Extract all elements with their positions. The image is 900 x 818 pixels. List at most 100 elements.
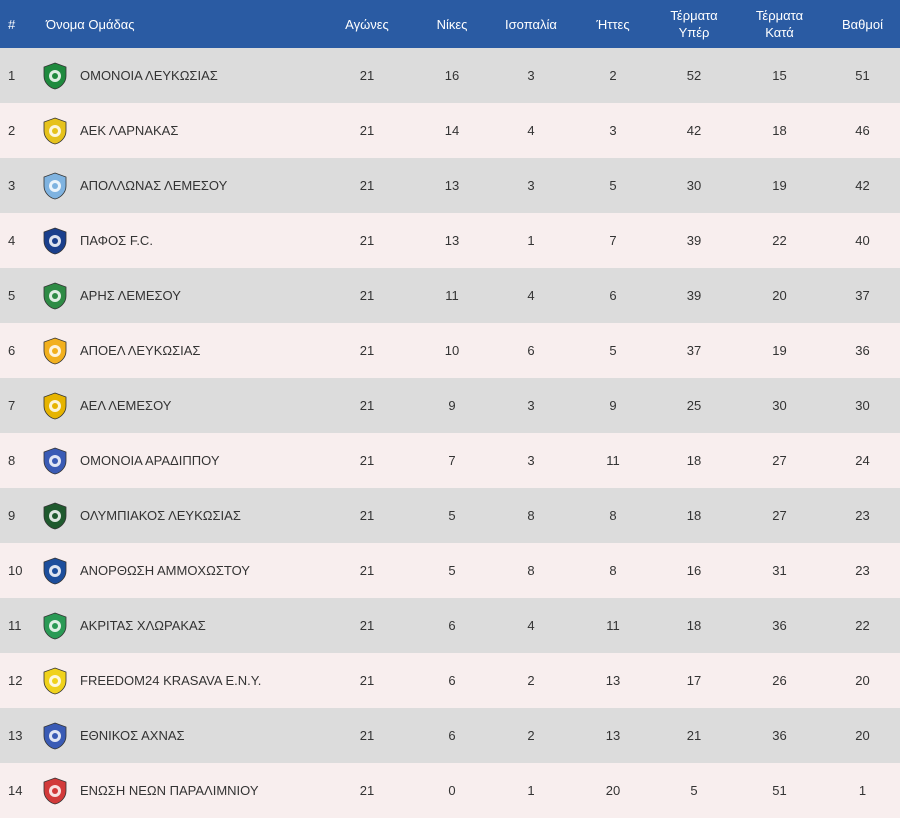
table-row[interactable]: 12 FREEDOM24 KRASAVA E.N.Y. 21 6 2 13 17 26 20	[0, 653, 900, 708]
table-row[interactable]: 1 ΟΜΟΝΟΙΑ ΛΕΥΚΩΣΙΑΣ 21 16 3 2 52 15 51	[0, 48, 900, 103]
apollon-crest-icon	[38, 169, 72, 203]
team-name[interactable]: ΕΝΩΣΗ ΝΕΩΝ ΠΑΡΑΛΙΜΝΙΟΥ	[80, 783, 259, 798]
team-cell[interactable]: ΑΡΗΣ ΛΕΜΕΣΟΥ	[38, 268, 320, 323]
wins-cell: 16	[444, 68, 460, 83]
team-link[interactable]: ΟΜΟΝΟΙΑ ΑΡΑΔΙΠΠΟΥ	[38, 444, 320, 478]
team-name[interactable]: ΑΝΟΡΘΩΣΗ ΑΜΜΟΧΩΣΤΟΥ	[80, 563, 250, 578]
draws-cell: 3	[527, 453, 535, 468]
team-name[interactable]: ΕΘΝΙΚΟΣ ΑΧΝΑΣ	[80, 728, 185, 743]
losses-cell: 3	[609, 123, 617, 138]
aek-crest-icon	[38, 114, 72, 148]
goals-for-cell: 21	[686, 728, 702, 743]
team-cell[interactable]: ΠΑΦΟΣ F.C.	[38, 213, 320, 268]
team-cell[interactable]: ΑΕΛ ΛΕΜΕΣΟΥ	[38, 378, 320, 433]
team-link[interactable]: ΑΠΟΛΛΩΝΑΣ ΛΕΜΕΣΟΥ	[38, 169, 320, 203]
team-link[interactable]: ΑΕΚ ΛΑΡΝΑΚΑΣ	[38, 114, 320, 148]
points-cell: 46	[855, 123, 870, 138]
goals-for-cell: 52	[686, 68, 702, 83]
omonoia-aradippou-crest-icon	[38, 444, 72, 478]
header-rank[interactable]: #	[8, 16, 16, 32]
header-wins[interactable]: Νίκες	[436, 16, 468, 32]
team-link[interactable]: ΑΕΛ ΛΕΜΕΣΟΥ	[38, 389, 320, 423]
team-name[interactable]: ΑΠΟΛΛΩΝΑΣ ΛΕΜΕΣΟΥ	[80, 178, 228, 193]
header-goals-for[interactable]: Τέρματα Υπέρ	[654, 0, 734, 48]
ethnikos-crest-icon	[38, 719, 72, 753]
header-team[interactable]: Όνομα Ομάδας	[46, 16, 135, 32]
team-link[interactable]: ΕΘΝΙΚΟΣ ΑΧΝΑΣ	[38, 719, 320, 753]
akritas-crest-icon	[38, 609, 72, 643]
table-row[interactable]: 7 ΑΕΛ ΛΕΜΕΣΟΥ 21 9 3 9 25 30 30	[0, 378, 900, 433]
team-name[interactable]: ΟΜΟΝΟΙΑ ΑΡΑΔΙΠΠΟΥ	[80, 453, 220, 468]
goals-for-cell: 18	[686, 508, 702, 523]
points-cell: 36	[855, 343, 870, 358]
team-name[interactable]: ΑΠΟΕΛ ΛΕΥΚΩΣΙΑΣ	[80, 343, 201, 358]
table-row[interactable]: 4 ΠΑΦΟΣ F.C. 21 13 1 7 39 22 40	[0, 213, 900, 268]
rank-cell: 4	[8, 233, 16, 248]
goals-against-cell: 19	[772, 343, 787, 358]
team-name[interactable]: ΑΕΛ ΛΕΜΕΣΟΥ	[80, 398, 172, 413]
team-link[interactable]: ΑΚΡΙΤΑΣ ΧΛΩΡΑΚΑΣ	[38, 609, 320, 643]
team-cell[interactable]: ΕΘΝΙΚΟΣ ΑΧΝΑΣ	[38, 708, 320, 763]
goals-against-cell: 22	[772, 233, 787, 248]
team-link[interactable]: ΟΜΟΝΟΙΑ ΛΕΥΚΩΣΙΑΣ	[38, 59, 320, 93]
table-row[interactable]: 14 ΕΝΩΣΗ ΝΕΩΝ ΠΑΡΑΛΙΜΝΙΟΥ 21 0 1 20 5 51 1	[0, 763, 900, 818]
team-cell[interactable]: ΑΚΡΙΤΑΣ ΧΛΩΡΑΚΑΣ	[38, 598, 320, 653]
apoel-crest-icon	[38, 334, 72, 368]
points-cell: 37	[855, 288, 870, 303]
team-cell[interactable]: ΕΝΩΣΗ ΝΕΩΝ ΠΑΡΑΛΙΜΝΙΟΥ	[38, 763, 320, 818]
team-name[interactable]: ΠΑΦΟΣ F.C.	[80, 233, 153, 248]
table-row[interactable]: 5 ΑΡΗΣ ΛΕΜΕΣΟΥ 21 11 4 6 39 20 37	[0, 268, 900, 323]
team-link[interactable]: ΕΝΩΣΗ ΝΕΩΝ ΠΑΡΑΛΙΜΝΙΟΥ	[38, 774, 320, 808]
table-row[interactable]: 11 ΑΚΡΙΤΑΣ ΧΛΩΡΑΚΑΣ 21 6 4 11 18 36 22	[0, 598, 900, 653]
wins-cell: 13	[444, 233, 460, 248]
team-link[interactable]: ΟΛΥΜΠΙΑΚΟΣ ΛΕΥΚΩΣΙΑΣ	[38, 499, 320, 533]
team-cell[interactable]: ΑΠΟΛΛΩΝΑΣ ΛΕΜΕΣΟΥ	[38, 158, 320, 213]
goals-against-cell: 26	[772, 673, 787, 688]
header-played[interactable]: Αγώνες	[345, 16, 389, 32]
team-cell[interactable]: ΟΛΥΜΠΙΑΚΟΣ ΛΕΥΚΩΣΙΑΣ	[38, 488, 320, 543]
team-cell[interactable]: FREEDOM24 KRASAVA E.N.Y.	[38, 653, 320, 708]
team-link[interactable]: ΠΑΦΟΣ F.C.	[38, 224, 320, 258]
team-link[interactable]: ΑΡΗΣ ΛΕΜΕΣΟΥ	[38, 279, 320, 313]
goals-against-cell: 19	[772, 178, 787, 193]
losses-cell: 20	[605, 783, 621, 798]
team-cell[interactable]: ΟΜΟΝΟΙΑ ΛΕΥΚΩΣΙΑΣ	[38, 48, 320, 103]
team-cell[interactable]: ΑΕΚ ΛΑΡΝΑΚΑΣ	[38, 103, 320, 158]
pafos-crest-icon	[38, 224, 72, 258]
points-cell: 23	[855, 563, 870, 578]
header-points[interactable]: Βαθμοί	[841, 16, 884, 32]
table-row[interactable]: 10 ΑΝΟΡΘΩΣΗ ΑΜΜΟΧΩΣΤΟΥ 21 5 8 8 16 31 23	[0, 543, 900, 598]
draws-cell: 2	[527, 673, 535, 688]
table-row[interactable]: 3 ΑΠΟΛΛΩΝΑΣ ΛΕΜΕΣΟΥ 21 13 3 5 30 19 42	[0, 158, 900, 213]
points-cell: 1	[858, 783, 867, 798]
wins-cell: 13	[444, 178, 460, 193]
team-link[interactable]: ΑΠΟΕΛ ΛΕΥΚΩΣΙΑΣ	[38, 334, 320, 368]
team-name[interactable]: ΑΕΚ ΛΑΡΝΑΚΑΣ	[80, 123, 179, 138]
team-name[interactable]: FREEDOM24 KRASAVA E.N.Y.	[80, 673, 262, 688]
team-cell[interactable]: ΑΝΟΡΘΩΣΗ ΑΜΜΟΧΩΣΤΟΥ	[38, 543, 320, 598]
aris-crest-icon	[38, 279, 72, 313]
losses-cell: 2	[609, 68, 617, 83]
goals-for-cell: 5	[690, 783, 698, 798]
header-goals-against[interactable]: Τέρματα Κατά	[734, 0, 825, 48]
team-cell[interactable]: ΟΜΟΝΟΙΑ ΑΡΑΔΙΠΠΟΥ	[38, 433, 320, 488]
played-cell: 21	[359, 343, 375, 358]
header-draws[interactable]: Ισοπαλία	[505, 16, 557, 32]
played-cell: 21	[359, 783, 375, 798]
table-row[interactable]: 6 ΑΠΟΕΛ ΛΕΥΚΩΣΙΑΣ 21 10 6 5 37 19 36	[0, 323, 900, 378]
team-link[interactable]: ΑΝΟΡΘΩΣΗ ΑΜΜΟΧΩΣΤΟΥ	[38, 554, 320, 588]
goals-for-cell: 25	[686, 398, 702, 413]
team-link[interactable]: FREEDOM24 KRASAVA E.N.Y.	[38, 664, 320, 698]
table-row[interactable]: 2 ΑΕΚ ΛΑΡΝΑΚΑΣ 21 14 4 3 42 18 46	[0, 103, 900, 158]
team-name[interactable]: ΟΜΟΝΟΙΑ ΛΕΥΚΩΣΙΑΣ	[80, 68, 218, 83]
rank-cell: 7	[8, 398, 16, 413]
team-name[interactable]: ΟΛΥΜΠΙΑΚΟΣ ΛΕΥΚΩΣΙΑΣ	[80, 508, 241, 523]
played-cell: 21	[359, 618, 375, 633]
team-cell[interactable]: ΑΠΟΕΛ ΛΕΥΚΩΣΙΑΣ	[38, 323, 320, 378]
team-name[interactable]: ΑΡΗΣ ΛΕΜΕΣΟΥ	[80, 288, 181, 303]
table-row[interactable]: 13 ΕΘΝΙΚΟΣ ΑΧΝΑΣ 21 6 2 13 21 36 20	[0, 708, 900, 763]
table-row[interactable]: 8 ΟΜΟΝΟΙΑ ΑΡΑΔΙΠΠΟΥ 21 7 3 11 18 27 24	[0, 433, 900, 488]
table-row[interactable]: 9 ΟΛΥΜΠΙΑΚΟΣ ΛΕΥΚΩΣΙΑΣ 21 5 8 8 18 27 23	[0, 488, 900, 543]
header-losses[interactable]: Ήττες	[596, 16, 630, 32]
team-name[interactable]: ΑΚΡΙΤΑΣ ΧΛΩΡΑΚΑΣ	[80, 618, 206, 633]
